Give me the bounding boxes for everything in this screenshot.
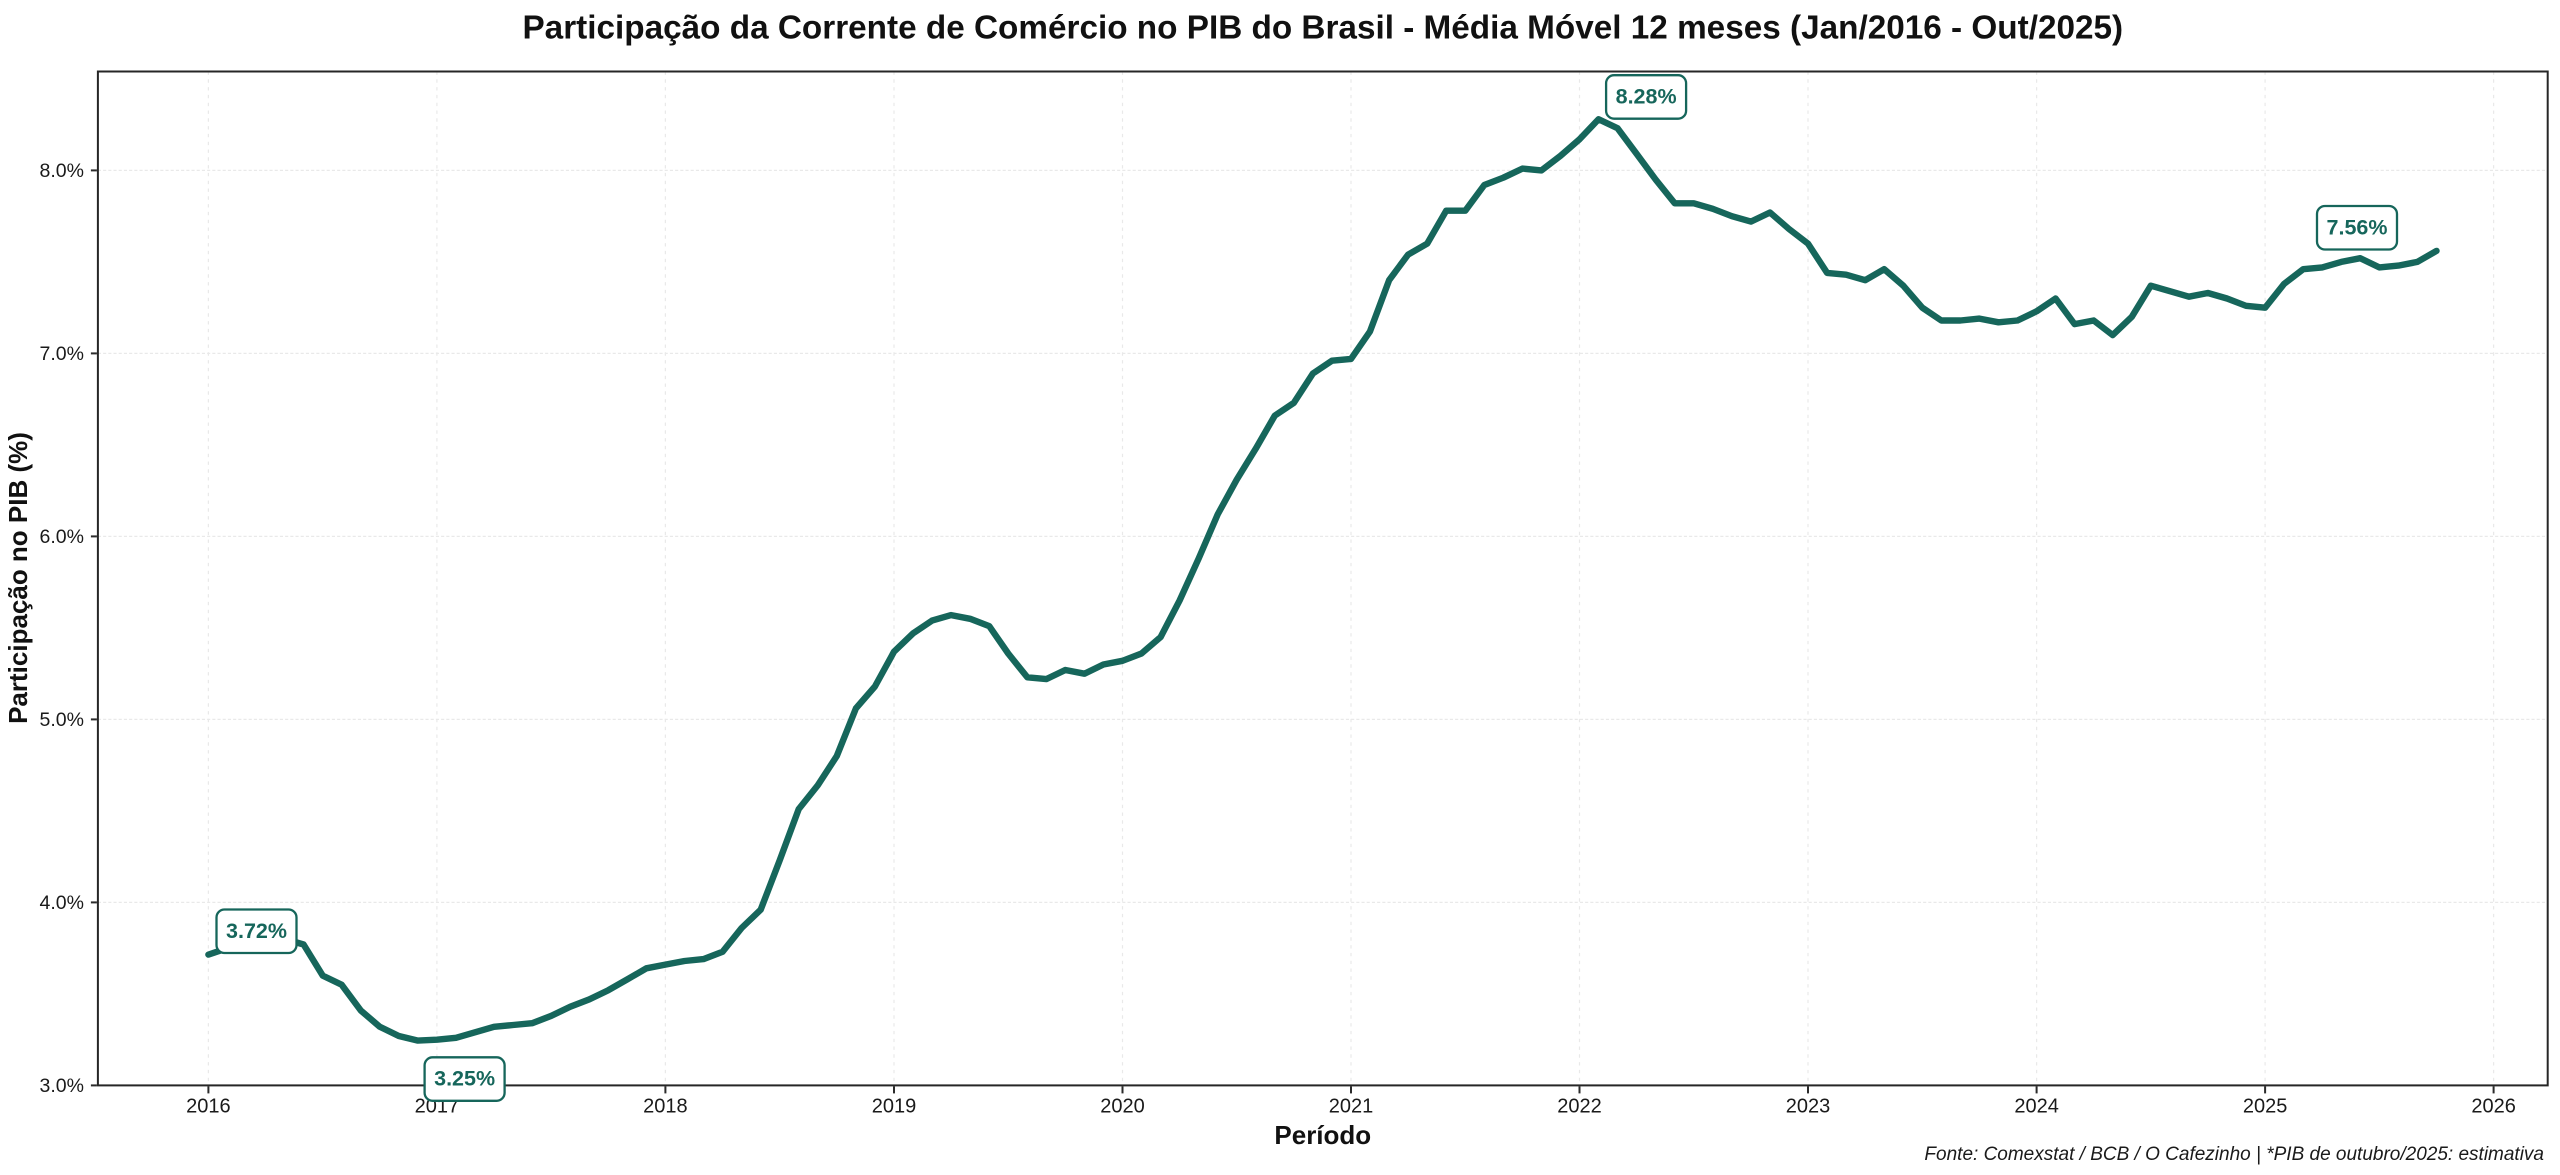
svg-text:8.28%: 8.28% (1616, 85, 1677, 109)
svg-text:2026: 2026 (2471, 1095, 2516, 1117)
svg-text:2023: 2023 (1786, 1095, 1831, 1117)
svg-text:8.0%: 8.0% (40, 160, 84, 182)
svg-text:7.56%: 7.56% (2327, 215, 2388, 239)
svg-text:Fonte: Comexstat / BCB / O Caf: Fonte: Comexstat / BCB / O Cafezinho | *… (1924, 1144, 2544, 1165)
svg-text:Período: Período (1274, 1120, 1371, 1150)
svg-text:3.72%: 3.72% (226, 919, 287, 943)
svg-text:2022: 2022 (1557, 1095, 1602, 1117)
svg-text:2024: 2024 (2014, 1095, 2059, 1117)
svg-text:6.0%: 6.0% (40, 526, 84, 548)
svg-text:2021: 2021 (1329, 1095, 1374, 1117)
svg-text:2019: 2019 (872, 1095, 917, 1117)
svg-text:2018: 2018 (643, 1095, 688, 1117)
svg-text:Participação no PIB (%): Participação no PIB (%) (3, 432, 33, 724)
svg-text:4.0%: 4.0% (40, 892, 84, 914)
svg-text:3.25%: 3.25% (434, 1067, 495, 1091)
svg-text:2016: 2016 (186, 1095, 231, 1117)
svg-text:3.0%: 3.0% (40, 1075, 84, 1097)
svg-text:7.0%: 7.0% (40, 343, 84, 365)
svg-text:2025: 2025 (2243, 1095, 2288, 1117)
svg-text:2020: 2020 (1100, 1095, 1145, 1117)
svg-text:Participação da Corrente de Co: Participação da Corrente de Comércio no … (522, 10, 2123, 47)
svg-text:5.0%: 5.0% (40, 709, 84, 731)
